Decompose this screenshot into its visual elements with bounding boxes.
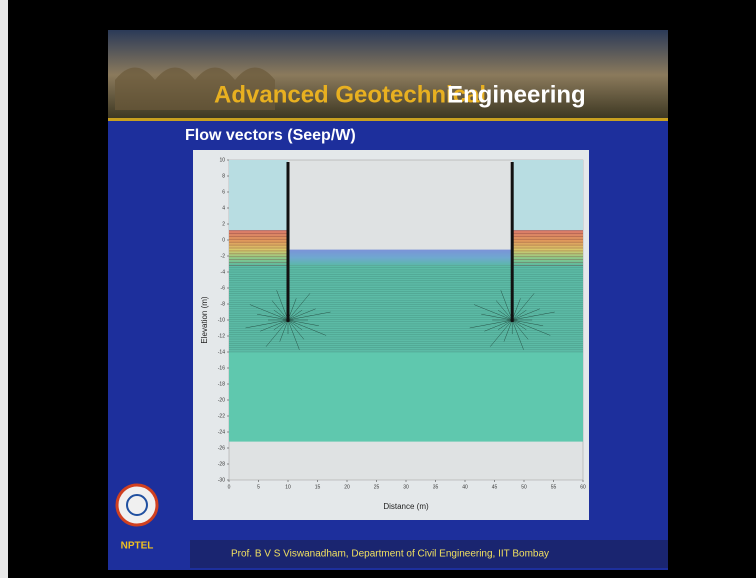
x-axis-label: Distance (m) (383, 502, 429, 511)
y-tick-label: -26 (218, 445, 225, 451)
y-tick-label: 10 (219, 157, 225, 163)
y-tick-label: -24 (218, 429, 225, 435)
x-tick-label: 5 (257, 484, 260, 490)
y-tick-label: -4 (221, 269, 226, 275)
water-layers (288, 250, 512, 266)
x-tick-label: 20 (344, 484, 350, 490)
x-tick-label: 0 (228, 484, 231, 490)
x-tick-label: 50 (521, 484, 527, 490)
left-strip (0, 0, 8, 578)
x-tick-label: 55 (551, 484, 557, 490)
y-tick-label: -6 (221, 285, 226, 291)
banner-title: Engineering (447, 81, 586, 108)
y-axis-label: Elevation (m) (200, 296, 209, 343)
y-tick-label: -30 (218, 477, 225, 483)
x-tick-label: 40 (462, 484, 468, 490)
y-tick-label: 6 (222, 189, 225, 195)
y-tick-label: 0 (222, 237, 225, 243)
y-tick-label: -20 (218, 397, 225, 403)
logo-text: NPTEL (121, 541, 154, 552)
soil-block (512, 160, 583, 230)
x-tick-label: 10 (285, 484, 291, 490)
soil-block (229, 160, 288, 230)
banner-title: Advanced Geotechnical (214, 81, 486, 108)
y-tick-label: -8 (221, 301, 226, 307)
sheet-pile (511, 162, 514, 322)
y-tick-label: -28 (218, 461, 225, 467)
logo-badge (117, 485, 157, 525)
y-tick-label: 8 (222, 173, 225, 179)
x-tick-label: 25 (374, 484, 380, 490)
y-tick-label: -2 (221, 253, 226, 259)
x-tick-label: 30 (403, 484, 409, 490)
screen: Advanced Geotechnical Engineering Flow v… (0, 0, 756, 578)
y-tick-label: -22 (218, 413, 225, 419)
x-tick-label: 35 (433, 484, 439, 490)
y-tick-label: 4 (222, 205, 225, 211)
x-tick-label: 60 (580, 484, 586, 490)
x-tick-label: 45 (492, 484, 498, 490)
sheet-pile (287, 162, 290, 322)
y-tick-label: -10 (218, 317, 225, 323)
soil-base (229, 352, 583, 442)
y-tick-label: -14 (218, 349, 225, 355)
footer-text: Prof. B V S Viswanadham, Department of C… (231, 549, 549, 560)
page: {"slide": {"banner_title_part1": "Advanc… (0, 0, 756, 578)
y-tick-label: -18 (218, 381, 225, 387)
slide-title: Flow vectors (Seep/W) (185, 127, 356, 144)
y-tick-label: 2 (222, 221, 225, 227)
y-tick-label: -16 (218, 365, 225, 371)
x-tick-label: 15 (315, 484, 321, 490)
y-tick-label: -12 (218, 333, 225, 339)
banner-rule (108, 118, 668, 121)
